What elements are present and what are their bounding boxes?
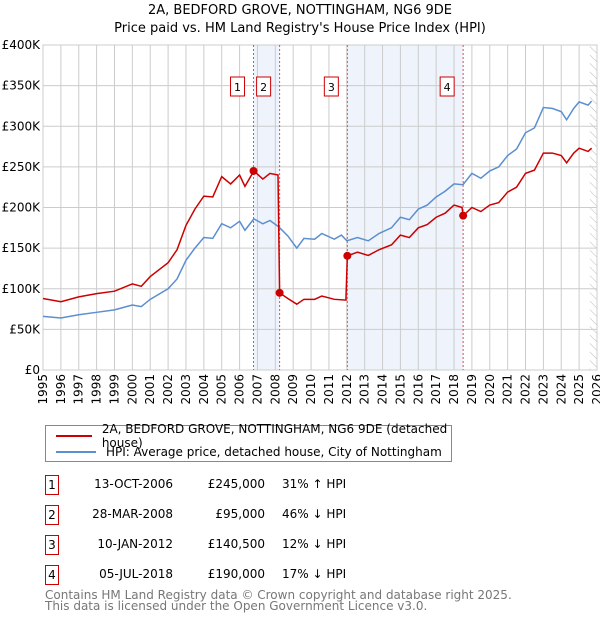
x-tick-label: 2014: [376, 374, 390, 405]
sale-date: 28-MAR-2008: [92, 507, 173, 521]
sale-hpi-diff: 17% ↓ HPI: [282, 567, 347, 581]
x-tick-label: 2003: [179, 374, 193, 405]
x-tick-label: 2020: [483, 374, 497, 405]
sale-label: 1: [234, 81, 241, 94]
x-tick-label: 2016: [411, 374, 425, 405]
sale-price: £245,000: [207, 477, 265, 491]
sale-price: £140,500: [207, 537, 265, 551]
x-tick-label: 2025: [572, 374, 586, 405]
x-tick-label: 1997: [72, 374, 86, 405]
sale-hpi-diff: 31% ↑ HPI: [282, 477, 347, 491]
chart-subtitle: Price paid vs. HM Land Registry's House …: [114, 21, 486, 36]
plot-border: [42, 44, 598, 371]
x-tick-label: 2022: [519, 374, 533, 405]
x-tick-label: 2026: [590, 374, 600, 405]
y-tick-label: £400K: [2, 38, 42, 52]
x-tick-label: 2015: [393, 374, 407, 405]
x-tick-label: 2017: [429, 374, 443, 405]
x-tick-label: 2013: [358, 374, 372, 405]
x-tick-label: 1996: [54, 374, 68, 405]
x-tick-label: 2023: [536, 374, 550, 405]
y-tick-label: £200K: [2, 201, 42, 215]
x-tick-label: 2001: [143, 374, 157, 405]
x-tick-label: 2024: [554, 374, 568, 405]
x-tick-label: 2009: [286, 374, 300, 405]
price-chart: 1995 1996 1997 1998 1999 2000 2001 2002 2003 2004…: [2, 38, 600, 405]
y-tick-label: £50K: [9, 322, 41, 336]
sale-label: 3: [328, 81, 335, 94]
sale-label: 4: [444, 81, 451, 94]
x-tick-label: 2008: [268, 374, 282, 405]
sale-number: 2: [45, 505, 59, 525]
y-tick-label: £100K: [2, 282, 42, 296]
sale-number: 4: [45, 565, 59, 585]
x-tick-label: 2012: [340, 374, 354, 405]
sale-point: [459, 211, 468, 220]
sale-hpi-diff: 46% ↓ HPI: [282, 507, 347, 521]
x-tick-label: 2006: [233, 374, 247, 405]
footer-line2: This data is licensed under the Open Gov…: [45, 599, 428, 613]
hpi-line: [42, 100, 593, 319]
x-tick-label: 1995: [36, 374, 50, 405]
x-tick-label: 2019: [465, 374, 479, 405]
y-tick-label: £0: [25, 363, 40, 377]
x-tick-label: 2002: [161, 374, 175, 405]
y-tick-label: £250K: [2, 160, 42, 174]
legend-label: 2A, BEDFORD GROVE, NOTTINGHAM, NG6 9DE (…: [101, 422, 448, 450]
sale-date: 10-JAN-2012: [97, 537, 173, 551]
sale-label-box: [256, 76, 272, 97]
x-tick-label: 2005: [215, 374, 229, 405]
legend: 2A, BEDFORD GROVE, NOTTINGHAM, NG6 9DE (…: [45, 422, 452, 462]
x-tick-label: 2004: [197, 374, 211, 405]
sale-label-box: [323, 76, 339, 97]
sale-row: 4 05-JUL-2018 £190,000 17% ↓ HPI: [45, 565, 445, 585]
sale-label-box: [439, 76, 455, 97]
sale-row: 3 10-JAN-2012 £140,500 12% ↓ HPI: [45, 535, 445, 555]
legend-label: HPI: Average price, detached house, City…: [106, 445, 442, 459]
sale-label-box: [230, 76, 246, 97]
sale-point: [343, 251, 352, 260]
sale-point: [249, 166, 258, 175]
sale-point: [275, 288, 284, 297]
sale-hpi-diff: 12% ↓ HPI: [282, 537, 347, 551]
sale-price: £95,000: [215, 507, 265, 521]
x-tick-label: 2011: [322, 374, 336, 405]
sale-row: 1 13-OCT-2006 £245,000 31% ↑ HPI: [45, 475, 445, 495]
sale-label: 2: [260, 81, 267, 94]
sale-number: 3: [45, 535, 59, 555]
chart-title: 2A, BEDFORD GROVE, NOTTINGHAM, NG6 9DE: [147, 3, 453, 18]
x-tick-label: 1999: [107, 374, 121, 405]
x-tick-label: 2018: [447, 374, 461, 405]
x-tick-label: 1998: [90, 374, 104, 405]
y-tick-label: £350K: [2, 79, 42, 93]
footer-line1: Contains HM Land Registry data © Crown c…: [45, 588, 512, 602]
legend-swatch-red: [56, 435, 92, 437]
sale-price: £190,000: [207, 567, 265, 581]
y-tick-label: £150K: [2, 241, 42, 255]
x-tick-label: 2021: [501, 374, 515, 405]
sale-date: 13-OCT-2006: [94, 477, 173, 491]
x-tick-label: 2000: [125, 374, 139, 405]
legend-swatch-blue: [56, 451, 96, 453]
sale-number: 1: [45, 475, 59, 495]
x-tick-label: 2007: [250, 374, 264, 405]
price-paid-line: [42, 147, 593, 306]
sale-row: 2 28-MAR-2008 £95,000 46% ↓ HPI: [45, 505, 445, 525]
y-tick-label: £300K: [2, 119, 42, 133]
sale-date: 05-JUL-2018: [99, 567, 173, 581]
x-tick-label: 2010: [304, 374, 318, 405]
